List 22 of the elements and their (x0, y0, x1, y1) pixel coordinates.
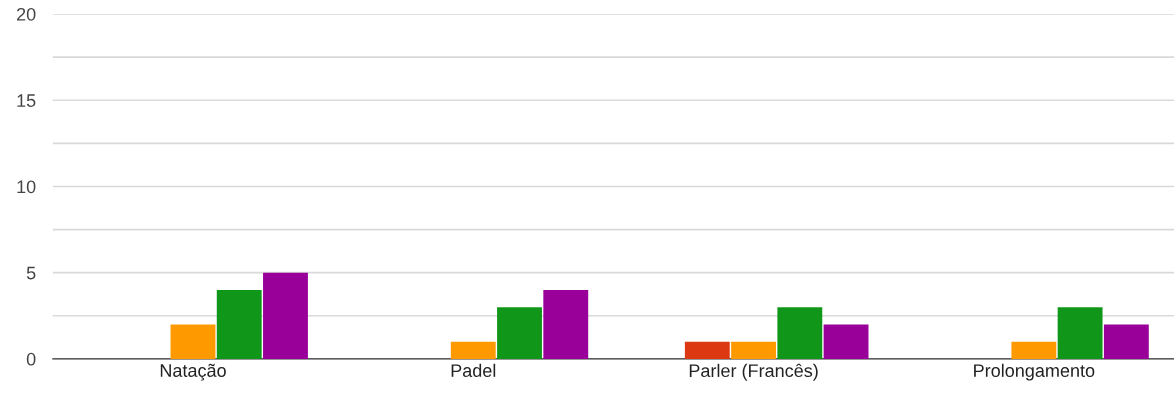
bar (263, 272, 308, 359)
y-tick-label: 20 (16, 7, 36, 21)
x-tick-label: Natação (160, 363, 226, 381)
x-tick-label: Padel (451, 363, 496, 378)
bar (497, 307, 542, 359)
y-tick-label: 5 (26, 266, 36, 280)
bar (731, 341, 776, 359)
x-tick-label: Parler (Francês) (689, 363, 818, 381)
bar (1057, 307, 1103, 359)
bar (777, 307, 823, 359)
y-tick-label: 10 (17, 180, 36, 194)
bar (1011, 341, 1057, 359)
bar (170, 324, 216, 359)
y-tick-label: 15 (17, 94, 36, 107)
bar (216, 289, 262, 359)
bar (450, 341, 496, 359)
bar (543, 289, 589, 359)
y-tick-label: 0 (26, 352, 36, 366)
bar (1103, 324, 1149, 359)
bar (684, 341, 730, 359)
bar (823, 324, 869, 359)
x-tick-label: Prolongamento (974, 363, 1095, 381)
